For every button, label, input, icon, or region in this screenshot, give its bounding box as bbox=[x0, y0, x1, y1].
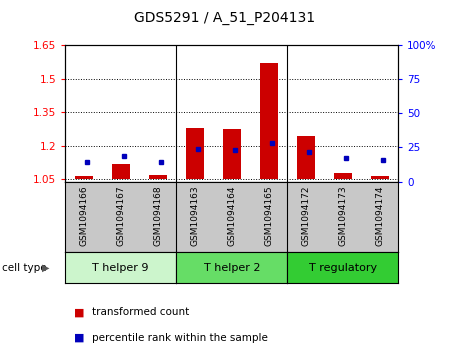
Text: GSM1094168: GSM1094168 bbox=[153, 185, 162, 246]
Text: GSM1094174: GSM1094174 bbox=[375, 185, 384, 245]
Text: GSM1094163: GSM1094163 bbox=[190, 185, 199, 246]
Text: GSM1094173: GSM1094173 bbox=[338, 185, 347, 246]
Text: T regulatory: T regulatory bbox=[309, 263, 377, 273]
Bar bbox=[148, 175, 167, 179]
Text: T helper 2: T helper 2 bbox=[203, 263, 260, 273]
Bar bbox=[370, 176, 389, 179]
Text: cell type: cell type bbox=[2, 263, 47, 273]
Text: GSM1094165: GSM1094165 bbox=[264, 185, 273, 246]
Bar bbox=[185, 128, 204, 179]
Text: GSM1094164: GSM1094164 bbox=[227, 185, 236, 245]
Text: GSM1094172: GSM1094172 bbox=[301, 185, 310, 245]
Bar bbox=[222, 129, 241, 179]
Text: ▶: ▶ bbox=[42, 263, 50, 273]
Text: GSM1094167: GSM1094167 bbox=[116, 185, 125, 246]
Text: ■: ■ bbox=[74, 307, 85, 317]
Text: GDS5291 / A_51_P204131: GDS5291 / A_51_P204131 bbox=[135, 11, 315, 25]
Bar bbox=[333, 172, 352, 179]
Text: GSM1094166: GSM1094166 bbox=[79, 185, 88, 246]
Text: transformed count: transformed count bbox=[92, 307, 189, 317]
Bar bbox=[112, 164, 130, 179]
Text: T helper 9: T helper 9 bbox=[93, 263, 149, 273]
Bar bbox=[260, 63, 278, 179]
Text: percentile rank within the sample: percentile rank within the sample bbox=[92, 333, 268, 343]
Bar bbox=[297, 136, 315, 179]
Bar bbox=[75, 176, 93, 179]
Text: ■: ■ bbox=[74, 333, 85, 343]
